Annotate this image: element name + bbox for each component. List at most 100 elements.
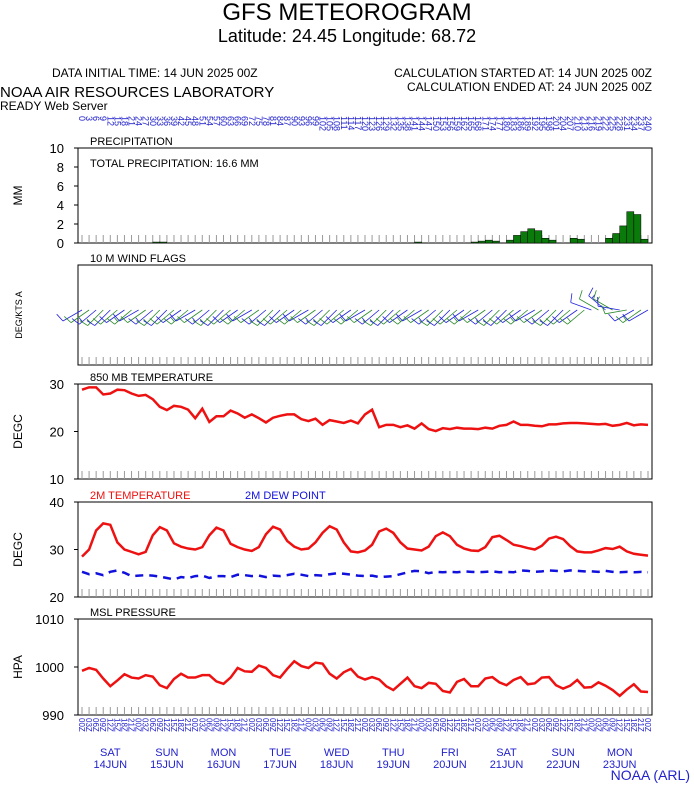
top-hour-label: 27	[141, 116, 151, 126]
y-tick-label: 0	[57, 236, 64, 251]
day-label: SUN	[551, 747, 574, 759]
precip-bar	[485, 239, 493, 244]
wind-barb	[601, 305, 627, 315]
top-hour-label: 234	[629, 116, 639, 131]
precip-bar	[513, 235, 521, 244]
top-hour-label: 36	[162, 116, 172, 126]
bottom-hour-label: 00Z	[247, 718, 256, 732]
top-hour-label: 81	[268, 116, 278, 126]
bottom-hour-label: 00Z	[643, 718, 652, 732]
top-hour-label: 60	[219, 116, 229, 126]
bottom-hour-label: 03Z	[254, 718, 263, 732]
y-tick-label: 40	[50, 495, 64, 510]
annotation: TOTAL PRECIPITATION: 16.6 MM	[90, 158, 259, 170]
calc-ended: CALCULATION ENDED AT: 24 JUN 2025 00Z	[407, 80, 652, 94]
precip-bar	[506, 239, 514, 244]
wind-barb	[149, 309, 175, 325]
precip-bar	[534, 230, 543, 244]
wind-barb	[509, 309, 535, 322]
precip-bar	[414, 241, 422, 244]
top-hour-label: 210	[572, 116, 582, 131]
bottom-hour-label: 18Z	[289, 718, 298, 732]
bottom-hour-label: 03Z	[84, 718, 93, 732]
bottom-hour-label: 00Z	[360, 718, 369, 732]
top-hour-label: 228	[615, 116, 625, 131]
top-hour-label: 198	[544, 116, 554, 131]
bottom-hour-label: 03Z	[537, 718, 546, 732]
top-hour-label: 177	[494, 116, 504, 131]
bottom-hour-label: 15Z	[282, 718, 291, 732]
precip-bar	[569, 238, 578, 244]
bottom-hour-label: 00Z	[190, 718, 199, 732]
day-label: SAT	[496, 747, 517, 759]
bottom-hour-label: 00Z	[303, 718, 312, 732]
wind-barb	[113, 309, 139, 322]
precip-bar	[477, 240, 486, 244]
day-label: SAT	[100, 747, 121, 759]
top-hour-label: 51	[197, 116, 207, 126]
bottom-hour-label: 09Z	[551, 718, 560, 732]
top-hour-label: 87	[282, 116, 292, 126]
top-hour-label: 42	[176, 116, 186, 126]
wind-barb	[539, 309, 564, 326]
top-hour-label: 33	[155, 116, 165, 126]
bottom-hour-label: 12Z	[332, 718, 341, 732]
bottom-hour-label: 06Z	[601, 718, 610, 732]
wind-barb	[354, 309, 380, 325]
top-hour-label: 105	[325, 116, 335, 131]
wind-barb	[552, 309, 578, 323]
wind-barb	[298, 309, 323, 325]
top-hour-label: 90	[289, 116, 299, 126]
bottom-hour-label: 15Z	[509, 718, 518, 732]
precip-bar	[527, 228, 536, 244]
precip-bar	[626, 211, 635, 244]
bottom-hour-label: 15Z	[395, 718, 404, 732]
top-hour-label: 30	[148, 116, 158, 126]
bottom-hour-label: 09Z	[155, 718, 164, 732]
day-label: MON	[211, 747, 237, 759]
bottom-hour-label: 00Z	[134, 718, 143, 732]
precip-bar	[605, 238, 613, 244]
top-hour-label: 132	[388, 116, 398, 131]
wind-barb	[588, 287, 606, 311]
legend-label: 2M TEMPERATURE	[90, 490, 190, 502]
wind-barb	[369, 309, 394, 326]
server-name: READY Web Server	[0, 99, 108, 113]
top-hour-label: 216	[586, 116, 596, 131]
day-label: SUN	[155, 747, 178, 759]
bottom-hour-label: 09Z	[268, 718, 277, 732]
bottom-hour-label: 12Z	[615, 718, 624, 732]
top-hour-label: 207	[565, 116, 575, 131]
y-tick-label: 4	[57, 198, 64, 213]
subtitle: Latitude: 24.45 Longitude: 68.72	[218, 26, 476, 46]
top-hour-label: 0	[77, 116, 87, 121]
bottom-hour-label: 06Z	[148, 718, 157, 732]
date-label: 23JUN	[603, 759, 637, 771]
top-hour-label: 18	[119, 116, 129, 126]
top-hour-label: 120	[360, 116, 370, 131]
bottom-hour-label: 15Z	[339, 718, 348, 732]
wind-barb	[452, 309, 479, 322]
y-tick-label: 1000	[35, 660, 64, 675]
bottom-hour-label: 03Z	[367, 718, 376, 732]
top-hour-label: 165	[466, 116, 476, 131]
date-label: 16JUN	[207, 759, 241, 771]
wind-barb	[411, 309, 437, 325]
wind-barb	[56, 309, 83, 322]
top-hour-label: 9	[98, 116, 108, 121]
top-hour-label: 69	[240, 116, 250, 126]
precip-bar	[577, 238, 585, 244]
precip-bar	[159, 241, 168, 244]
bottom-hour-label: 06Z	[261, 718, 270, 732]
bottom-hour-label: 15Z	[452, 718, 461, 732]
day-label: MON	[607, 747, 633, 759]
top-hour-label: 141	[410, 116, 420, 131]
top-hour-label: 156	[445, 116, 455, 131]
bottom-hour-label: 06Z	[544, 718, 553, 732]
bottom-hour-label: 21Z	[636, 718, 645, 732]
bottom-hour-label: 00Z	[417, 718, 426, 732]
wind-barb	[143, 309, 168, 326]
panel-title: PRECIPITATION	[90, 136, 173, 148]
top-hour-label: 240	[643, 116, 653, 131]
bottom-hour-label: 06Z	[318, 718, 327, 732]
